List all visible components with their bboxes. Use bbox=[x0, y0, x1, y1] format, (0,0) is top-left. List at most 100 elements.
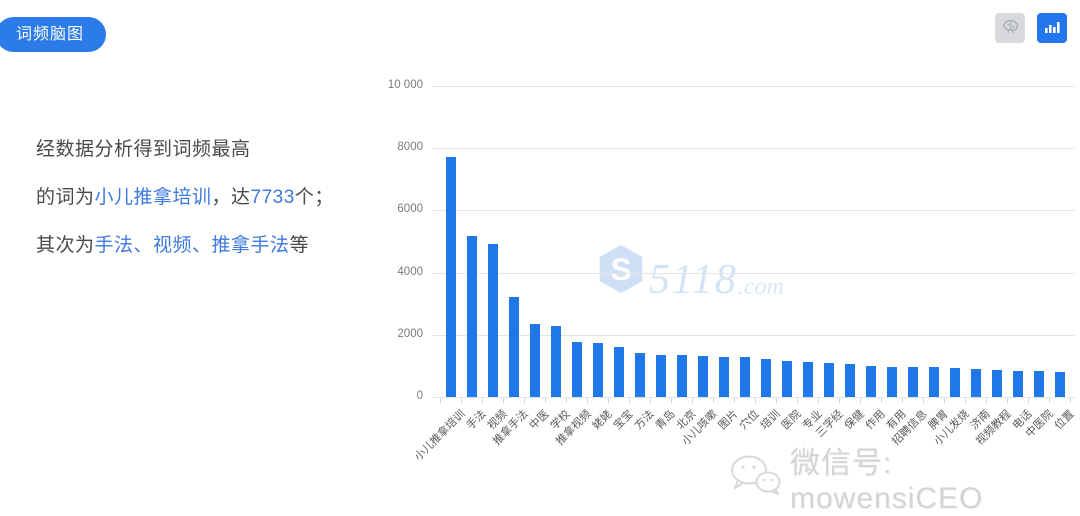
x-axis-tick bbox=[776, 397, 777, 403]
x-axis-tick bbox=[671, 397, 672, 403]
bar[interactable] bbox=[886, 367, 897, 397]
x-axis-tick bbox=[818, 397, 819, 403]
x-axis-label: 小儿推拿培训 bbox=[411, 408, 468, 464]
svg-text:S: S bbox=[610, 251, 631, 287]
summary-text: 的词为 bbox=[36, 187, 95, 208]
bar-chart-view-button[interactable] bbox=[1037, 13, 1067, 43]
runner-up-keywords: 手法、视频、推拿手法 bbox=[94, 235, 290, 256]
y-axis-tick-label: 8000 bbox=[397, 141, 423, 154]
wechat-icon bbox=[728, 452, 782, 503]
y-axis-tick-label: 4000 bbox=[397, 265, 423, 278]
bar[interactable] bbox=[739, 357, 750, 397]
gridline bbox=[433, 334, 1075, 336]
x-axis-tick bbox=[797, 397, 798, 403]
wechat-id-text: 微信号: mowensiCEO bbox=[790, 447, 984, 515]
bar[interactable] bbox=[550, 326, 561, 397]
x-axis-tick bbox=[524, 397, 525, 403]
bar[interactable] bbox=[508, 297, 519, 397]
bar[interactable] bbox=[781, 361, 792, 397]
gridline bbox=[433, 397, 1075, 398]
bar[interactable] bbox=[970, 369, 981, 397]
x-axis-tick bbox=[965, 397, 966, 403]
summary-text: 等 bbox=[289, 235, 310, 256]
x-axis-tick bbox=[986, 397, 987, 403]
x-axis-tick bbox=[650, 397, 651, 403]
x-axis-tick bbox=[692, 397, 693, 403]
bar[interactable] bbox=[445, 157, 456, 397]
x-axis-tick bbox=[1049, 397, 1050, 403]
bar[interactable] bbox=[1012, 371, 1023, 397]
x-axis-tick bbox=[566, 397, 567, 403]
bar[interactable] bbox=[991, 370, 1002, 397]
bar[interactable] bbox=[844, 364, 855, 397]
summary-text: ，达 bbox=[211, 187, 251, 208]
x-axis-tick bbox=[1070, 397, 1071, 403]
bar[interactable] bbox=[1033, 371, 1044, 397]
bar-chart-icon bbox=[1044, 19, 1060, 38]
top-keyword-count: 7733 bbox=[250, 187, 295, 208]
x-axis-tick bbox=[734, 397, 735, 403]
x-axis-tick bbox=[461, 397, 462, 403]
x-axis-tick bbox=[881, 397, 882, 403]
summary-text: 个； bbox=[294, 187, 334, 208]
watermark-number: 5118 bbox=[649, 257, 738, 303]
x-axis-tick bbox=[545, 397, 546, 403]
bar[interactable] bbox=[613, 347, 624, 397]
summary-text: 其次为 bbox=[36, 235, 95, 256]
bar[interactable] bbox=[760, 359, 771, 397]
x-axis-tick bbox=[839, 397, 840, 403]
bar[interactable] bbox=[634, 353, 645, 397]
hexagon-s-icon: S bbox=[595, 243, 647, 300]
bar[interactable] bbox=[592, 343, 603, 397]
x-axis-tick bbox=[629, 397, 630, 403]
x-axis-tick bbox=[1028, 397, 1029, 403]
summary-line-2: 的词为小儿推拿培训，达7733个； bbox=[36, 174, 396, 222]
x-axis-tick bbox=[587, 397, 588, 403]
bar[interactable] bbox=[907, 367, 918, 397]
gridline bbox=[433, 86, 1075, 87]
gridline bbox=[433, 210, 1075, 212]
brain-map-view-button[interactable] bbox=[995, 13, 1025, 43]
x-axis-tick bbox=[1007, 397, 1008, 403]
y-axis-tick-label: 0 bbox=[416, 390, 423, 402]
bar[interactable] bbox=[949, 368, 960, 397]
x-axis-label: 位置 bbox=[1052, 408, 1077, 433]
x-axis-tick bbox=[944, 397, 945, 403]
y-axis-tick-label: 6000 bbox=[397, 203, 423, 216]
bar[interactable] bbox=[928, 367, 939, 397]
x-axis-tick bbox=[860, 397, 861, 403]
watermark-tld: .com bbox=[737, 274, 784, 300]
summary-line-1: 经数据分析得到词频最高 bbox=[36, 139, 251, 160]
bar[interactable] bbox=[1054, 372, 1065, 397]
bar[interactable] bbox=[697, 356, 708, 397]
x-axis-tick bbox=[608, 397, 609, 403]
summary-line-3: 其次为手法、视频、推拿手法等 bbox=[36, 222, 396, 270]
word-frequency-badge: 词频脑图 bbox=[0, 17, 107, 52]
y-axis-tick-label: 10 000 bbox=[387, 79, 423, 91]
x-axis-tick bbox=[755, 397, 756, 403]
gridline bbox=[433, 272, 1075, 274]
site-watermark: S 5118 .com bbox=[595, 243, 784, 303]
bar[interactable] bbox=[655, 355, 666, 397]
bar[interactable] bbox=[802, 362, 813, 397]
x-axis-tick bbox=[902, 397, 903, 403]
bar[interactable] bbox=[676, 355, 687, 397]
x-axis-tick bbox=[713, 397, 714, 403]
top-keyword: 小儿推拿培训 bbox=[94, 187, 212, 208]
x-axis-tick bbox=[482, 397, 483, 403]
bar[interactable] bbox=[823, 363, 834, 397]
x-axis-tick bbox=[440, 397, 441, 403]
bar[interactable] bbox=[529, 324, 540, 397]
analysis-summary: 经数据分析得到词频最高 的词为小儿推拿培训，达7733个； 其次为手法、视频、推… bbox=[36, 126, 396, 270]
bar[interactable] bbox=[571, 342, 582, 397]
brain-icon bbox=[1001, 19, 1019, 38]
y-axis-tick-label: 2000 bbox=[397, 327, 423, 340]
bar[interactable] bbox=[718, 357, 729, 397]
wechat-watermark: 微信号: mowensiCEO bbox=[728, 438, 1080, 516]
bar[interactable] bbox=[487, 244, 498, 397]
bar[interactable] bbox=[466, 236, 477, 397]
bar[interactable] bbox=[865, 366, 876, 397]
x-axis-tick bbox=[923, 397, 924, 403]
x-axis-tick bbox=[503, 397, 504, 403]
gridline bbox=[433, 148, 1075, 150]
